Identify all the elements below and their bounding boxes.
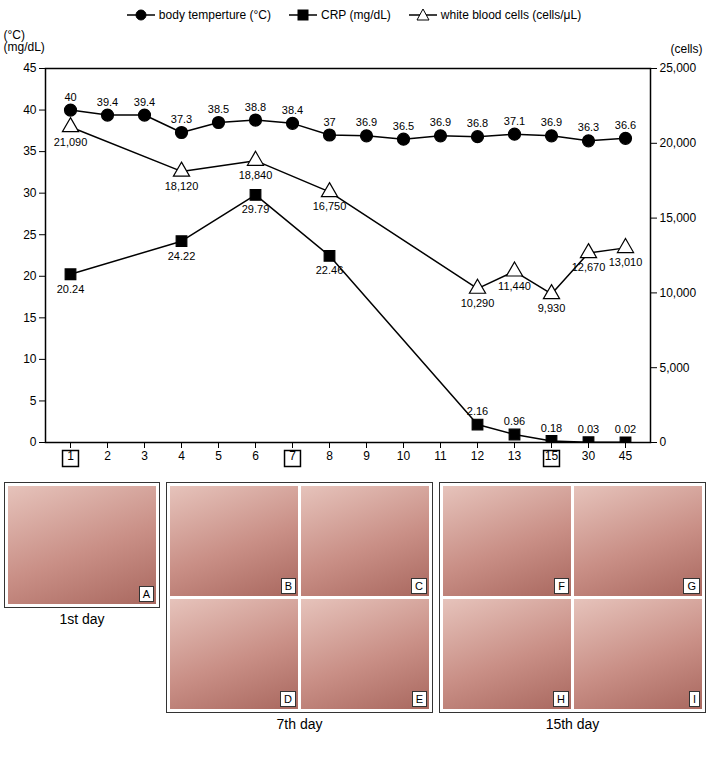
svg-text:10,290: 10,290	[461, 297, 495, 309]
svg-text:0: 0	[30, 435, 37, 449]
html-text:F: F	[558, 580, 565, 592]
html-text:C: C	[415, 580, 423, 592]
html-text:15th day: 15th day	[545, 716, 600, 732]
svg-text:36.9: 36.9	[541, 116, 562, 128]
svg-text:38.5: 38.5	[208, 103, 229, 115]
svg-text:0.03: 0.03	[578, 423, 599, 435]
svg-text:12: 12	[471, 449, 485, 463]
svg-text:37.1: 37.1	[504, 115, 525, 127]
svg-text:36.9: 36.9	[356, 116, 377, 128]
svg-text:36.6: 36.6	[615, 119, 636, 131]
html-text:7th day: 7th day	[276, 716, 323, 732]
svg-text:25: 25	[23, 228, 37, 242]
svg-text:0.02: 0.02	[615, 423, 636, 435]
svg-text:36.3: 36.3	[578, 121, 599, 133]
svg-text:40: 40	[64, 91, 76, 103]
svg-text:8: 8	[326, 449, 333, 463]
svg-text:20,000: 20,000	[660, 136, 697, 150]
svg-text:2.16: 2.16	[467, 405, 488, 417]
svg-text:0.96: 0.96	[504, 415, 525, 427]
svg-text:36.9: 36.9	[430, 116, 451, 128]
svg-text:18,840: 18,840	[239, 169, 273, 181]
svg-text:20.24: 20.24	[57, 283, 85, 295]
svg-text:45: 45	[23, 61, 37, 75]
svg-text:24.22: 24.22	[168, 250, 196, 262]
svg-text:11,440: 11,440	[498, 280, 531, 292]
svg-text:15,000: 15,000	[660, 211, 697, 225]
svg-text:22.46: 22.46	[316, 264, 344, 276]
html-text:white blood cells (cells/μL): white blood cells (cells/μL)	[440, 8, 582, 22]
svg-text:10: 10	[23, 352, 37, 366]
svg-text:1: 1	[67, 449, 74, 463]
svg-text:39.4: 39.4	[134, 96, 155, 108]
svg-text:39.4: 39.4	[97, 96, 118, 108]
html-text:I: I	[692, 693, 696, 705]
svg-text:(°C)(mg/dL): (°C)(mg/dL)	[4, 28, 45, 54]
svg-text:6: 6	[252, 449, 259, 463]
svg-text:9,930: 9,930	[538, 302, 566, 314]
svg-text:12,670: 12,670	[572, 261, 606, 273]
svg-text:2: 2	[104, 449, 111, 463]
svg-text:36.8: 36.8	[467, 117, 488, 129]
html-text:A: A	[142, 588, 150, 600]
svg-text:20: 20	[23, 269, 37, 283]
svg-text:15: 15	[544, 449, 559, 463]
html-text:body temperture (°C): body temperture (°C)	[158, 8, 271, 22]
svg-text:13: 13	[508, 449, 522, 463]
svg-text:0: 0	[660, 435, 667, 449]
svg-text:37.3: 37.3	[171, 113, 192, 125]
svg-text:21,090: 21,090	[54, 136, 88, 148]
svg-text:9: 9	[363, 449, 370, 463]
svg-text:25,000: 25,000	[660, 61, 697, 75]
svg-text:7: 7	[289, 449, 296, 463]
svg-text:30: 30	[582, 449, 596, 463]
svg-text:(cells): (cells)	[671, 42, 703, 56]
svg-text:4: 4	[178, 449, 185, 463]
svg-text:10,000: 10,000	[660, 286, 697, 300]
svg-text:40: 40	[23, 103, 37, 117]
svg-text:30: 30	[23, 186, 37, 200]
html-text:1st day: 1st day	[59, 611, 105, 627]
svg-text:5: 5	[215, 449, 222, 463]
svg-text:11: 11	[434, 449, 447, 463]
svg-text:13,010: 13,010	[609, 256, 643, 268]
svg-text:37: 37	[323, 116, 335, 128]
svg-text:38.8: 38.8	[245, 101, 266, 113]
svg-text:36.5: 36.5	[393, 120, 414, 132]
svg-text:16,750: 16,750	[313, 200, 347, 212]
svg-text:35: 35	[23, 144, 37, 158]
svg-text:0.18: 0.18	[541, 422, 562, 434]
svg-text:5: 5	[30, 394, 37, 408]
html-text:G: G	[687, 580, 696, 592]
html-text:H: H	[557, 693, 565, 705]
svg-text:10: 10	[397, 449, 411, 463]
html-text:D: D	[284, 693, 292, 705]
html-text:B: B	[284, 580, 292, 592]
svg-text:18,120: 18,120	[165, 180, 199, 192]
html-text:E: E	[415, 693, 423, 705]
svg-text:15: 15	[23, 311, 37, 325]
svg-text:5,000: 5,000	[660, 361, 690, 375]
svg-text:29.79: 29.79	[242, 203, 270, 215]
svg-text:45: 45	[619, 449, 633, 463]
svg-text:38.4: 38.4	[282, 104, 303, 116]
html-text:CRP (mg/dL): CRP (mg/dL)	[321, 8, 391, 22]
svg-text:3: 3	[141, 449, 148, 463]
